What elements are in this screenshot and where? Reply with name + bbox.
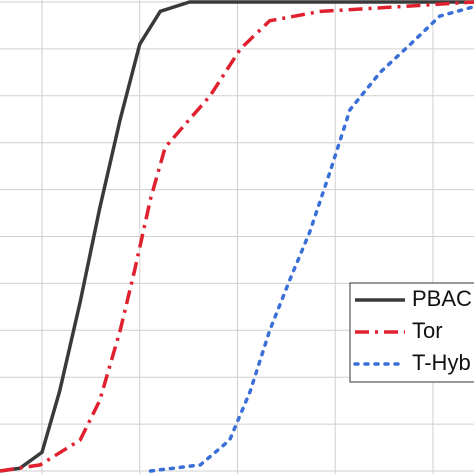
legend-label: Tor: [412, 318, 443, 343]
legend-label: PBAC: [412, 286, 472, 311]
legend-label: T-Hyb: [412, 350, 471, 375]
series-line: [148, 4, 474, 473]
